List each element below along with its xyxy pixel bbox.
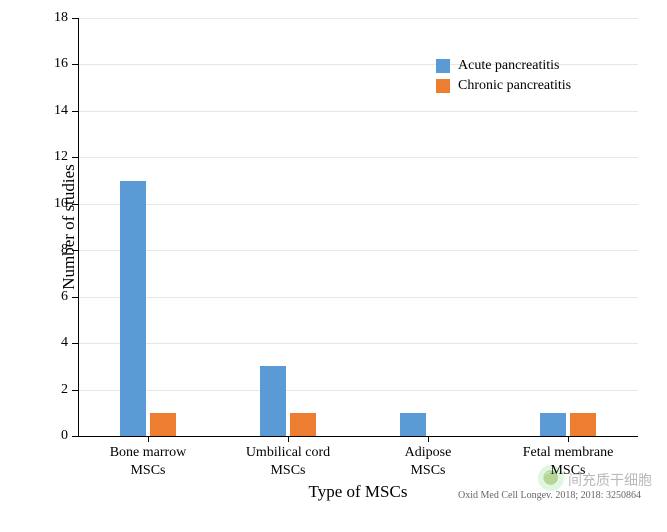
y-tick-label: 2 bbox=[44, 382, 68, 398]
gridline bbox=[78, 204, 638, 205]
y-tick-label: 12 bbox=[44, 149, 68, 165]
bar bbox=[400, 413, 426, 436]
gridline bbox=[78, 157, 638, 158]
y-tick-label: 6 bbox=[44, 289, 68, 305]
bar bbox=[120, 181, 146, 436]
bar bbox=[260, 366, 286, 436]
x-tick bbox=[288, 436, 289, 442]
y-tick-label: 14 bbox=[44, 103, 68, 119]
bar bbox=[290, 413, 316, 436]
legend-label: Chronic pancreatitis bbox=[458, 78, 571, 94]
x-axis-line bbox=[78, 436, 638, 437]
legend-swatch bbox=[436, 59, 450, 73]
y-tick-label: 10 bbox=[44, 196, 68, 212]
bar bbox=[570, 413, 596, 436]
y-axis-line bbox=[78, 18, 79, 436]
x-axis-label: Type of MSCs bbox=[309, 482, 408, 502]
citation-text: Oxid Med Cell Longev. 2018; 2018: 325086… bbox=[458, 490, 641, 501]
gridline bbox=[78, 390, 638, 391]
gridline bbox=[78, 18, 638, 19]
y-axis-label: Number of studies bbox=[59, 164, 79, 290]
legend-item: Chronic pancreatitis bbox=[436, 78, 571, 94]
bar bbox=[150, 413, 176, 436]
x-tick-label: Umbilical cord MSCs bbox=[246, 444, 330, 479]
legend-label: Acute pancreatitis bbox=[458, 58, 559, 74]
gridline bbox=[78, 111, 638, 112]
y-tick-label: 0 bbox=[44, 428, 68, 444]
gridline bbox=[78, 297, 638, 298]
x-tick-label: Fetal membrane MSCs bbox=[523, 444, 614, 479]
legend: Acute pancreatitis Chronic pancreatitis bbox=[436, 58, 571, 98]
y-tick-label: 18 bbox=[44, 10, 68, 26]
x-tick bbox=[428, 436, 429, 442]
x-tick bbox=[148, 436, 149, 442]
gridline bbox=[78, 250, 638, 251]
y-tick-label: 4 bbox=[44, 335, 68, 351]
x-tick-label: Bone marrow MSCs bbox=[110, 444, 187, 479]
y-tick-label: 16 bbox=[44, 56, 68, 72]
gridline bbox=[78, 343, 638, 344]
x-tick bbox=[568, 436, 569, 442]
bar-chart: Number of studies Type of MSCs Acute pan… bbox=[0, 0, 667, 532]
bar bbox=[540, 413, 566, 436]
legend-item: Acute pancreatitis bbox=[436, 58, 571, 74]
y-tick-label: 8 bbox=[44, 242, 68, 258]
x-tick-label: Adipose MSCs bbox=[405, 444, 452, 479]
legend-swatch bbox=[436, 79, 450, 93]
